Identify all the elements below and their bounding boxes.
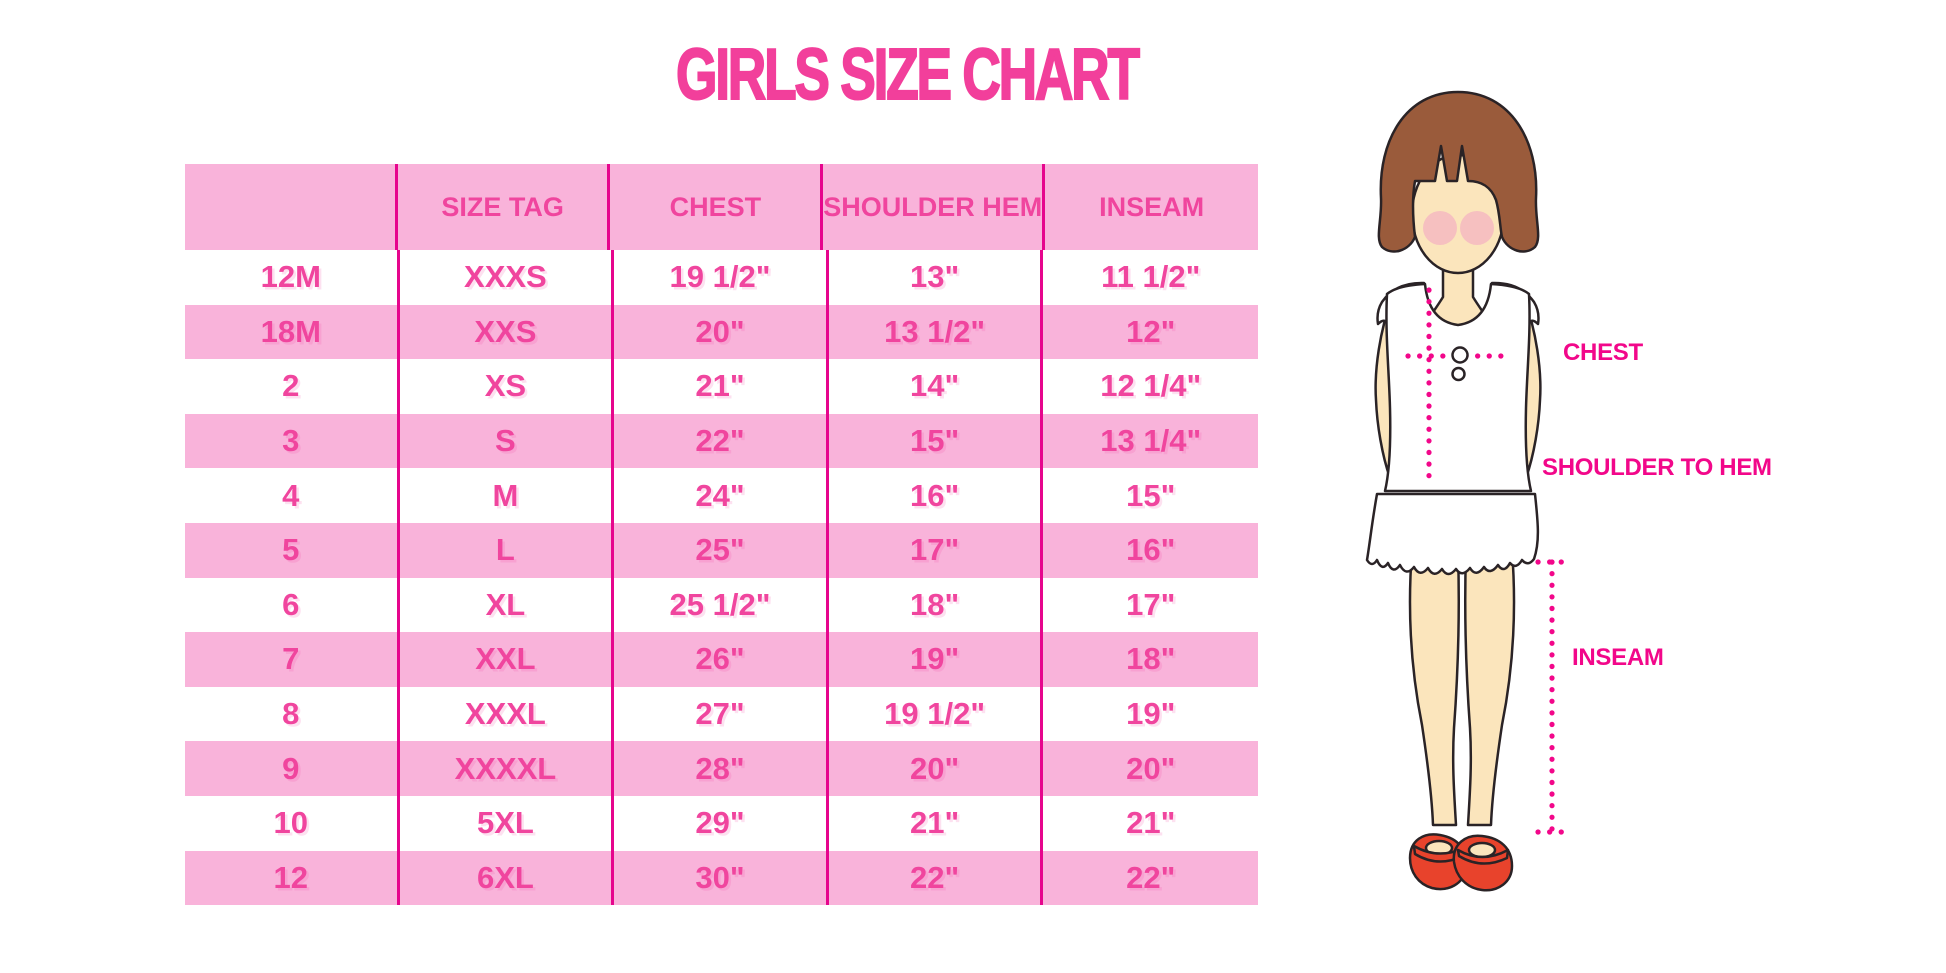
table-cell: 19" xyxy=(829,632,1044,687)
table-cell: 6XL xyxy=(400,850,615,906)
chest-label: CHEST xyxy=(1563,339,1643,366)
table-cell: 20" xyxy=(1126,750,1176,786)
table-cell: 13 1/4" xyxy=(1100,423,1202,459)
table-cell: 24" xyxy=(614,468,829,523)
table-cell: 25" xyxy=(614,522,829,578)
table-row: 7 XXL 26" 19" 18" xyxy=(185,632,1258,687)
table-row: 12 6XL 30" 22" 22" xyxy=(185,850,1258,906)
table-cell: 17" xyxy=(1126,586,1176,622)
dress-button-bottom xyxy=(1451,366,1466,382)
table-cell: 3 xyxy=(185,413,400,469)
table-cell: 20" xyxy=(614,304,829,360)
table-cell: 18" xyxy=(1126,641,1176,677)
table-row: 4 M 24" 16" 15" xyxy=(185,468,1258,523)
skirt-ruffle xyxy=(1365,492,1540,576)
table-cell: 22" xyxy=(614,413,829,469)
header-cell-chest: CHEST xyxy=(610,164,824,250)
table-cell: XXS xyxy=(400,304,615,360)
table-cell: 27" xyxy=(614,686,829,742)
table-cell: 16" xyxy=(829,468,1044,523)
table-cell: 19 1/2" xyxy=(829,686,1044,742)
table-cell: 19" xyxy=(1126,696,1176,732)
table-cell: 12M xyxy=(185,250,400,305)
right-leg xyxy=(1463,548,1516,827)
table-cell: 12" xyxy=(1126,313,1176,349)
table-cell: XXXS xyxy=(400,250,615,305)
right-blush xyxy=(1460,211,1494,245)
table-row: 9 XXXXL 28" 20" 20" xyxy=(185,741,1258,796)
table-cell: 22" xyxy=(829,850,1044,906)
table-cell: 8 xyxy=(185,686,400,742)
table-cell: XXXXL xyxy=(400,741,615,796)
table-cell: L xyxy=(400,522,615,578)
header-cell-size-tag: SIZE TAG xyxy=(398,164,611,250)
dress-button-top xyxy=(1451,346,1469,364)
table-cell: 9 xyxy=(185,741,400,796)
table-cell: 21" xyxy=(829,795,1044,851)
table-cell: XL xyxy=(400,577,615,633)
table-row: 6 XL 25 1/2" 18" 17" xyxy=(185,577,1258,633)
page-title: GIRLS SIZE CHART xyxy=(675,35,1140,115)
table-cell: 22" xyxy=(1126,859,1176,895)
table-cell: 6 xyxy=(185,577,400,633)
right-shoe-strap xyxy=(1456,848,1510,865)
table-cell: 15" xyxy=(1126,477,1176,513)
table-cell: 19 1/2" xyxy=(614,250,829,305)
table-cell: 25 1/2" xyxy=(614,577,829,633)
left-blush xyxy=(1423,211,1457,245)
table-cell: 11 1/2" xyxy=(1101,259,1201,295)
table-cell: 28" xyxy=(614,741,829,796)
inseam-label: INSEAM xyxy=(1572,644,1664,671)
table-cell: 13 1/2" xyxy=(829,304,1044,360)
table-cell: 14" xyxy=(829,359,1044,414)
table-row: 18M XXS 20" 13 1/2" 12" xyxy=(185,304,1258,360)
girl-illustration xyxy=(1365,90,1569,892)
header-cell-shoulder-hem: SHOULDER HEM xyxy=(823,164,1046,250)
table-cell: 20" xyxy=(829,741,1044,796)
header-cell-blank xyxy=(185,164,398,250)
table-cell: XXXL xyxy=(400,686,615,742)
table-cell: 12 1/4" xyxy=(1100,368,1202,404)
table-cell: 17" xyxy=(829,522,1044,578)
table-cell: S xyxy=(400,413,615,469)
shoulder-to-hem-label: SHOULDER TO HEM xyxy=(1542,454,1772,481)
dress-bodice xyxy=(1383,282,1533,493)
table-cell: 13" xyxy=(829,250,1044,305)
size-table: SIZE TAG CHEST SHOULDER HEM INSEAM 12M XXXS 19… xyxy=(185,164,1258,906)
table-cell: XS xyxy=(400,359,615,414)
table-cell: 18M xyxy=(185,304,400,360)
shoes xyxy=(1408,833,1514,892)
table-row: 5 L 25" 17" 16" xyxy=(185,522,1258,578)
table-cell: 15" xyxy=(829,413,1044,469)
table-cell: 21" xyxy=(1126,805,1176,841)
table-cell: 4 xyxy=(185,468,400,523)
table-row: 8 XXXL 27" 19 1/2" 19" xyxy=(185,686,1258,742)
table-cell: 21" xyxy=(614,359,829,414)
table-row: 10 5XL 29" 21" 21" xyxy=(185,795,1258,851)
legs xyxy=(1408,548,1516,827)
table-cell: 30" xyxy=(614,850,829,906)
table-cell: 7 xyxy=(185,632,400,687)
table-cell: 18" xyxy=(829,577,1044,633)
table-cell: 10 xyxy=(185,795,400,851)
table-row: 2 XS 21" 14" 12 1/4" xyxy=(185,359,1258,414)
hair xyxy=(1377,90,1540,253)
measurement-guides xyxy=(1405,287,1569,835)
table-cell: M xyxy=(400,468,615,523)
left-leg xyxy=(1408,548,1461,827)
table-cell: 16" xyxy=(1126,532,1176,568)
table-cell: 2 xyxy=(185,359,400,414)
table-cell: 5 xyxy=(185,522,400,578)
table-cell: 5XL xyxy=(400,795,615,851)
table-cell: 12 xyxy=(185,850,400,906)
table-header-row: SIZE TAG CHEST SHOULDER HEM INSEAM xyxy=(185,164,1258,250)
table-cell: XXL xyxy=(400,632,615,687)
table-row: 12M XXXS 19 1/2" 13" 11 1/2" xyxy=(185,250,1258,305)
table-cell: 26" xyxy=(614,632,829,687)
table-cell: 29" xyxy=(614,795,829,851)
header-cell-inseam: INSEAM xyxy=(1099,191,1205,222)
table-row: 3 S 22" 15" 13 1/4" xyxy=(185,413,1258,469)
